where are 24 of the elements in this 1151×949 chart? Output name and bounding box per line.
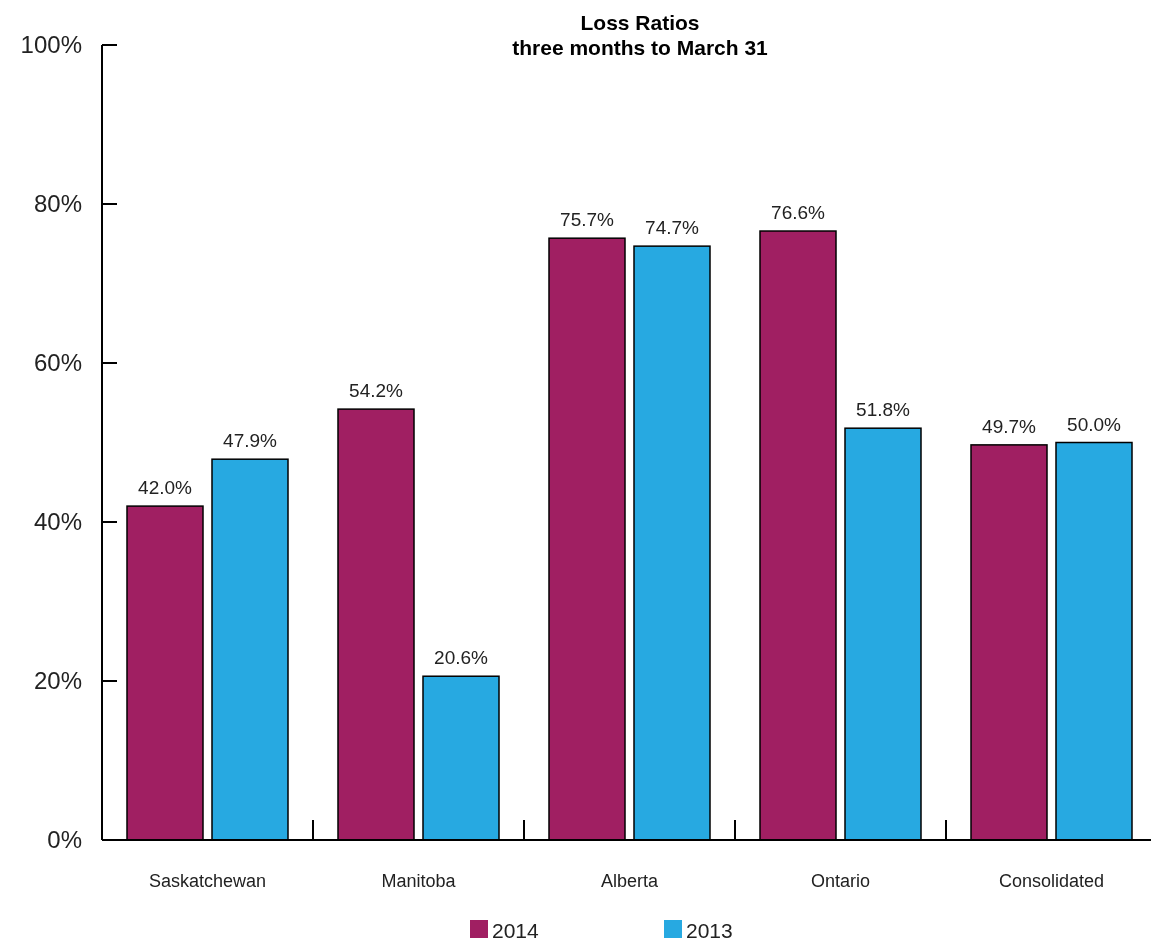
x-tick-label: Ontario bbox=[810, 871, 871, 891]
y-tick-label: 100% bbox=[20, 31, 82, 59]
text: 75.7% bbox=[560, 209, 614, 231]
text: 42.0% bbox=[138, 477, 192, 499]
x-tick-label: Consolidated bbox=[998, 871, 1105, 891]
legend-label: 2014 bbox=[492, 919, 540, 942]
y-tick-label: 80% bbox=[33, 190, 82, 218]
legend-label: 2013 bbox=[686, 919, 733, 942]
text: 74.7% bbox=[645, 217, 699, 239]
text: 47.9% bbox=[223, 430, 277, 452]
y-tick-label: 40% bbox=[33, 508, 82, 536]
y-tick-label: 20% bbox=[33, 667, 82, 695]
text: 20.6% bbox=[434, 647, 488, 669]
chart-title: Loss Ratios three months to March 31 bbox=[512, 11, 769, 59]
text: 54.2% bbox=[349, 380, 403, 402]
text: 49.7% bbox=[982, 415, 1036, 437]
y-tick-label: 60% bbox=[33, 349, 82, 377]
y-tick-label: 0% bbox=[47, 826, 82, 854]
text: 76.6% bbox=[771, 202, 825, 224]
x-tick-label: Alberta bbox=[600, 871, 659, 891]
x-tick-label: Saskatchewan bbox=[148, 871, 267, 891]
text: 50.0% bbox=[1067, 413, 1121, 435]
x-tick-label: Manitoba bbox=[381, 871, 457, 891]
text: 51.8% bbox=[856, 399, 910, 421]
